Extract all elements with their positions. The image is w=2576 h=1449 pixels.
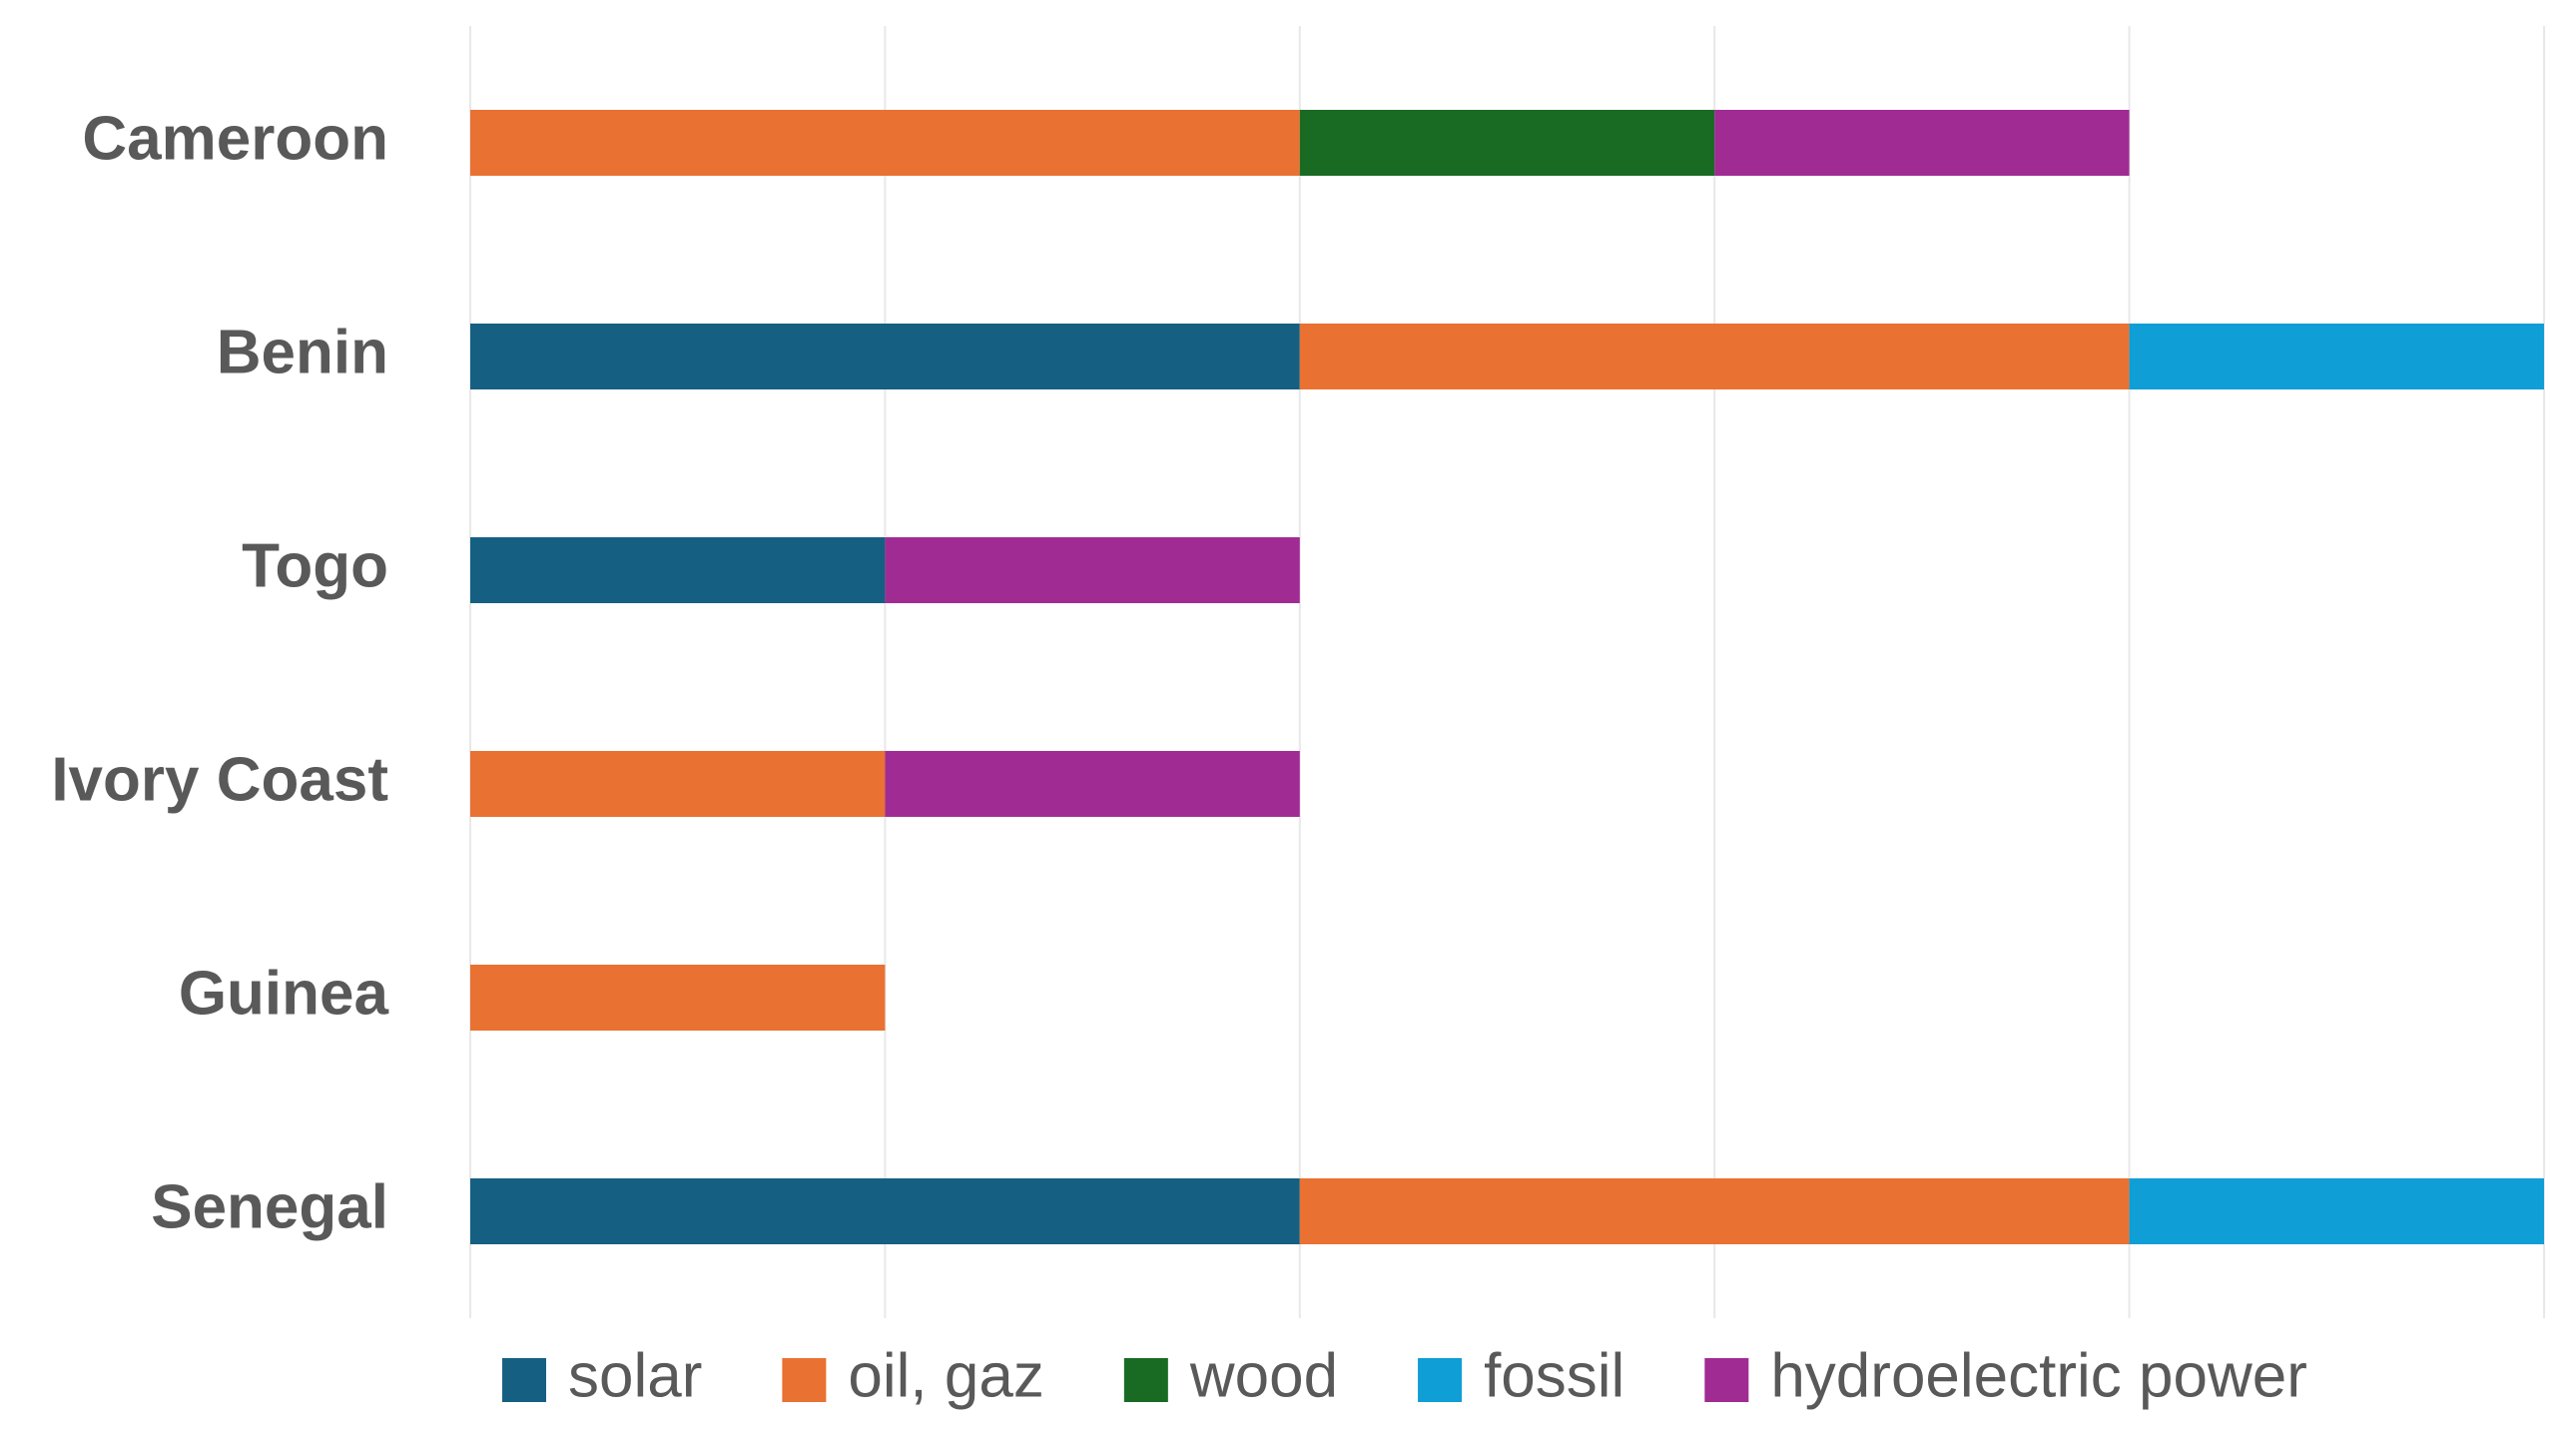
bar-segment [1299,1178,2130,1244]
legend-swatch [502,1358,546,1402]
y-tick-label: Benin [217,318,388,386]
y-tick-label: Cameroon [82,104,388,173]
legend-swatch [1418,1358,1463,1402]
bar-segment [470,1178,1300,1244]
bar-segment [470,324,1300,389]
bar-segment [2129,1178,2544,1244]
legend-label: oil, gaz [848,1341,1043,1410]
bar-segment [885,537,1300,603]
legend-label: hydroelectric power [1770,1341,2307,1410]
bar-segment [2129,324,2544,389]
bar-segment [470,110,1300,176]
y-tick-label: Senegal [151,1172,388,1241]
y-tick-label: Ivory Coast [51,745,388,814]
legend-swatch [1704,1358,1749,1402]
bar-segment [1299,110,1715,176]
y-tick-label: Togo [242,531,388,600]
legend-swatch [782,1358,827,1402]
bar-segment [470,751,886,817]
legend-label: wood [1189,1341,1338,1410]
bar-segment [885,751,1300,817]
bar-segment [1299,324,2130,389]
y-tick-label: Guinea [179,959,389,1028]
legend-label: solar [568,1341,702,1410]
bar-segment [470,965,886,1031]
legend-swatch [1123,1358,1168,1402]
bar-segment [1714,110,2130,176]
bar-segment [470,537,886,603]
legend-label: fossil [1484,1341,1624,1410]
